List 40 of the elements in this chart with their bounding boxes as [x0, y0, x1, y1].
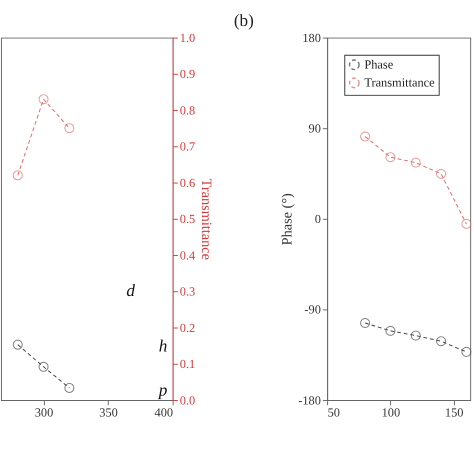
y2-tick-label: 0.7	[180, 140, 196, 154]
y2-tick-label: 0.0	[180, 393, 196, 408]
annotation: h	[158, 336, 168, 356]
legend-label: Transmittance	[364, 76, 436, 90]
x-tick-label: 50	[328, 406, 340, 420]
point	[461, 346, 472, 357]
x-tick-label: 100	[382, 406, 400, 420]
y-axis-title: Phase (°)	[280, 192, 296, 246]
x-tick-label: 400	[154, 406, 174, 420]
point	[385, 152, 396, 162]
x-tick-label: 150	[444, 406, 464, 420]
y-tick-label: -90	[304, 302, 321, 317]
point	[385, 326, 396, 336]
legend-label: Phase	[364, 58, 394, 72]
y2-tick-label: 0.8	[180, 103, 196, 118]
point	[410, 330, 421, 341]
y2-tick-label: 1.0	[180, 30, 196, 45]
y2-tick-label: 0.1	[180, 357, 196, 372]
point	[360, 132, 370, 142]
point	[360, 318, 370, 328]
x-tick-label: 300	[34, 406, 54, 420]
y2-tick-label: 0.9	[180, 67, 196, 82]
point	[410, 158, 421, 168]
y-tick-label: 90	[308, 122, 321, 136]
annotation: p	[158, 380, 168, 400]
y2-tick-label: 0.4	[180, 248, 196, 262]
annotation: d	[126, 281, 136, 300]
y2-tick-label: 0.3	[180, 284, 196, 299]
chart-title: (b)	[234, 11, 254, 30]
y2-tick-label: 0.6	[180, 176, 196, 190]
y2-tick-label: 0.2	[180, 320, 196, 335]
x-tick-label: 350	[99, 406, 118, 420]
point	[461, 218, 472, 229]
y-tick-label: 0	[314, 212, 321, 226]
y2-tick-label: 0.5	[180, 212, 196, 226]
y2-axis-title: Transmittance	[198, 178, 214, 260]
y-tick-label: 180	[302, 30, 321, 45]
point	[436, 336, 446, 346]
point	[436, 168, 446, 179]
y-tick-label: -180	[298, 393, 321, 408]
